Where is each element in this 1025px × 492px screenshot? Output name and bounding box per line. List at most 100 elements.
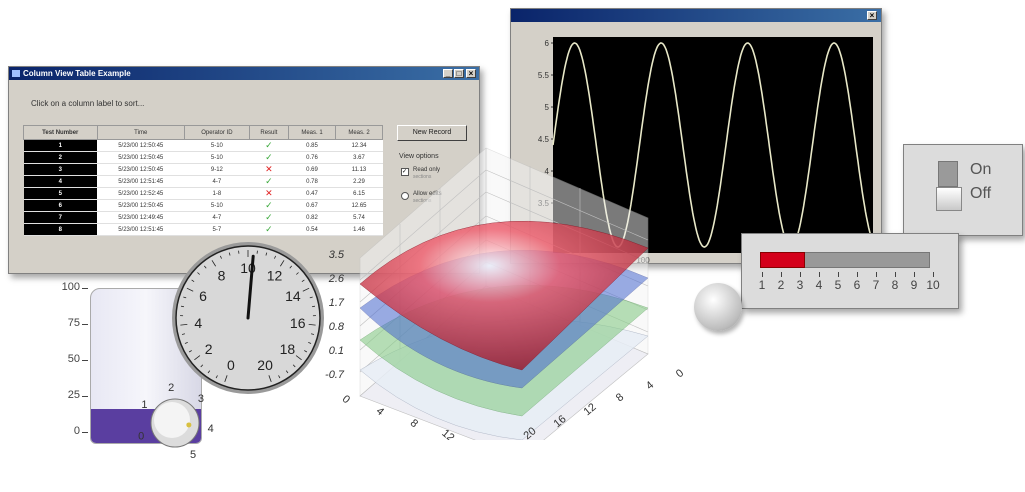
knob-tick-label: 1 — [141, 399, 147, 411]
column-header-time[interactable]: Time — [96, 125, 185, 140]
gauge-tick-label: 18 — [280, 341, 296, 357]
gauge-tick-mark — [219, 255, 222, 259]
tank-tick-mark — [82, 324, 88, 325]
gauge-tick-mark — [309, 296, 313, 299]
gauge-tick-mark — [301, 279, 305, 282]
surface-z-tick: 1.7 — [329, 297, 345, 309]
tank-tick-mark — [82, 396, 88, 397]
read-only-label: Read only — [413, 167, 441, 173]
table-row[interactable]: 8 5/23/00 12:51:45 5-7 ✓ 0.54 1.46 — [23, 223, 383, 236]
rotary-knob[interactable]: 0 1 2 3 4 5 — [130, 375, 240, 475]
column-header-operator-id[interactable]: Operator ID — [183, 125, 250, 140]
cell-meas-2: 12.65 — [335, 199, 383, 212]
cell-meas-1: 0.76 — [288, 151, 336, 164]
gauge-tick-label: 12 — [267, 268, 283, 284]
gauge-tick-mark — [295, 355, 302, 361]
gauge-tick-mark — [274, 255, 277, 259]
gauge-tick-label: 4 — [194, 315, 202, 331]
slider-tick-label: 1 — [758, 278, 766, 292]
gauge-tick-mark — [310, 333, 315, 335]
table-window-title: Column View Table Example — [23, 69, 131, 78]
gauge-tick-label: 2 — [205, 341, 213, 357]
cell-test-number: 3 — [23, 163, 98, 176]
cell-time: 5/23/00 12:50:45 — [97, 199, 185, 212]
surface-z-tick: -0.7 — [325, 369, 345, 381]
cell-test-number: 1 — [23, 139, 98, 152]
table-row[interactable]: 6 5/23/00 12:50:45 5-10 ✓ 0.67 12.65 — [23, 199, 383, 212]
gauge-tick-mark — [188, 350, 192, 353]
gauge-tick-mark — [194, 355, 201, 361]
table-row[interactable]: 5 5/23/00 12:52:45 1-8 ✕ 0.47 6.15 — [23, 187, 383, 200]
knob-tick-label: 0 — [138, 430, 144, 442]
cell-test-number: 4 — [23, 175, 98, 188]
slider-tick-label: 9 — [910, 278, 918, 292]
column-header-meas-1[interactable]: Meas. 1 — [288, 125, 336, 140]
switch-on-label: On — [970, 161, 992, 178]
cell-time: 5/23/00 12:50:45 — [97, 151, 185, 164]
table-row[interactable]: 1 5/23/00 12:50:45 5-10 ✓ 0.85 12.34 — [23, 139, 383, 152]
tank-tick-mark — [82, 432, 88, 433]
column-header-result[interactable]: Result — [248, 125, 290, 140]
slider-fill — [760, 252, 806, 268]
plot-close-icon[interactable]: × — [867, 11, 877, 20]
column-view-table-window: Column View Table Example _ □ × Click on… — [8, 66, 480, 274]
table-row[interactable]: 7 5/23/00 12:49:45 4-7 ✓ 0.82 5.74 — [23, 211, 383, 224]
gauge-tick-mark — [304, 350, 308, 353]
table-instruction: Click on a column label to sort... — [31, 99, 145, 108]
gauge-tick-mark — [268, 375, 272, 383]
gauge-tick-mark — [191, 279, 195, 282]
column-header-test-number[interactable]: Test Number — [23, 125, 98, 140]
cell-test-number: 6 — [23, 199, 98, 212]
plot-y-tick: 4 — [545, 167, 550, 176]
maximize-icon[interactable]: □ — [454, 69, 464, 78]
gauge-tick-label: 0 — [227, 357, 235, 373]
surface-x-tick: 12 — [439, 427, 456, 440]
gauge-tick-mark — [228, 252, 231, 256]
switch-off-label: Off — [970, 185, 992, 202]
cell-meas-1: 0.47 — [288, 187, 336, 200]
allow-edits-label: Allow edits — [413, 191, 442, 197]
gauge-tick-mark — [296, 272, 299, 275]
switch-lower — [936, 187, 962, 211]
surface-y-tick: 0 — [674, 367, 686, 380]
cell-time: 5/23/00 12:52:45 — [97, 187, 185, 200]
slider-tick-label: 7 — [872, 278, 880, 292]
allow-edits-radio[interactable] — [401, 192, 409, 200]
new-record-button[interactable]: New Record — [397, 125, 467, 141]
gauge-tick-mark — [181, 333, 186, 335]
table-row[interactable]: 4 5/23/00 12:51:45 4-7 ✓ 0.78 2.29 — [23, 175, 383, 188]
slider-tick-label: 2 — [777, 278, 785, 292]
surface-y-tick: 8 — [614, 391, 626, 404]
slider-tick-label: 8 — [891, 278, 899, 292]
table-row[interactable]: 3 5/23/00 12:50:45 9-12 ✕ 0.69 11.13 — [23, 163, 383, 176]
table-row[interactable]: 2 5/23/00 12:50:45 5-10 ✓ 0.76 3.67 — [23, 151, 383, 164]
slider-tick-mark — [819, 272, 820, 277]
cell-time: 5/23/00 12:50:45 — [97, 139, 185, 152]
minimize-icon[interactable]: _ — [443, 69, 453, 78]
cross-icon: ✕ — [265, 164, 273, 174]
close-icon[interactable]: × — [466, 69, 476, 78]
column-header-meas-2[interactable]: Meas. 2 — [335, 125, 383, 140]
cell-meas-1: 0.67 — [288, 199, 336, 212]
check-icon: ✓ — [265, 212, 273, 222]
cell-operator-id: 1-8 — [184, 187, 250, 200]
gauge-tick-mark — [215, 375, 218, 379]
round-knob-right[interactable] — [694, 283, 742, 331]
cross-icon: ✕ — [265, 188, 273, 198]
slider-tick-mark — [914, 272, 915, 277]
tank-scale: 100 75 50 25 0 — [40, 280, 90, 460]
plot-window-titlebar[interactable]: × — [511, 9, 881, 22]
read-only-sub: sections — [413, 174, 432, 180]
toggle-switch[interactable] — [936, 161, 962, 211]
plot-y-tick: 6 — [545, 39, 550, 48]
surface-z-tick: 3.5 — [329, 249, 345, 261]
gauge-tick-mark — [180, 323, 188, 326]
tank-tick-mark — [82, 288, 88, 289]
read-only-checkbox[interactable]: ✓ — [401, 168, 409, 176]
table-window-titlebar[interactable]: Column View Table Example _ □ × — [9, 67, 479, 80]
gauge-tick-mark — [183, 296, 187, 299]
slider-tick-label: 3 — [796, 278, 804, 292]
cell-meas-1: 0.82 — [288, 211, 336, 224]
cell-time: 5/23/00 12:51:45 — [97, 175, 185, 188]
cell-result: ✓ — [249, 223, 289, 236]
